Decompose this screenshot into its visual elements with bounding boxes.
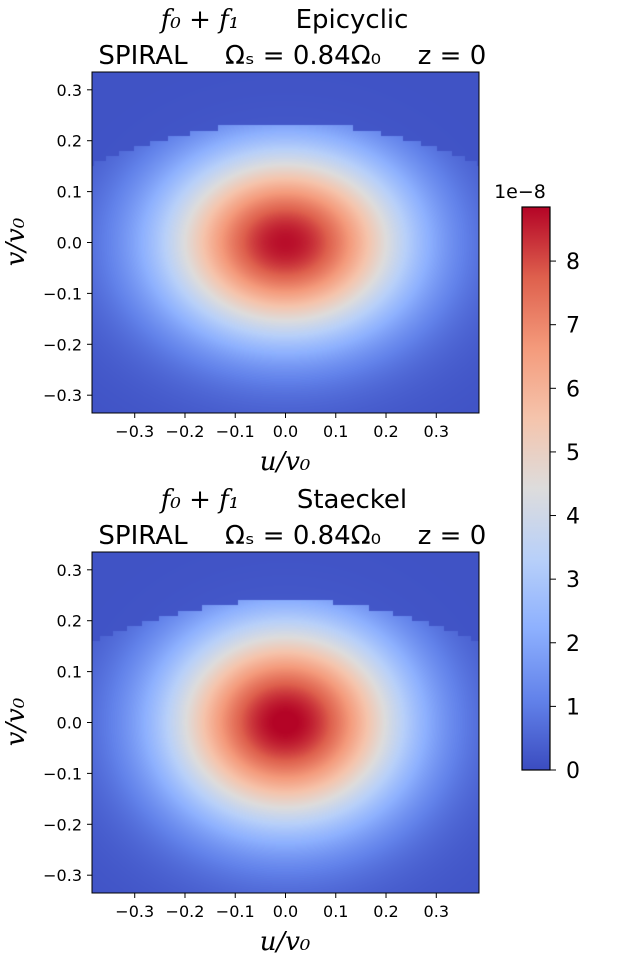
colorbar-offset-label: 1e−8 (494, 181, 546, 203)
x-tick-label: 0.3 (424, 902, 449, 921)
y-tick-label: 0.2 (57, 132, 82, 151)
title-pattern-speed: Ωₛ = 0.84Ω₀ (225, 521, 381, 551)
panel-epicyclic: f₀ + f₁ Epicyclic SPIRAL Ωₛ = 0.84Ω₀ z =… (1, 5, 486, 477)
title-model: SPIRAL (98, 521, 188, 551)
x-tick-label: 0.3 (424, 422, 449, 441)
x-tick-label: 0.0 (273, 422, 298, 441)
x-axis-label: u/v₀ (260, 927, 311, 957)
y-tick-label: −0.3 (43, 866, 82, 885)
y-tick-label: 0.3 (57, 81, 82, 100)
colorbar-tick-label: 6 (566, 377, 580, 402)
y-tick-label: −0.1 (43, 284, 82, 303)
x-tick-label: −0.2 (166, 902, 205, 921)
title-pattern-speed: Ωₛ = 0.84Ω₀ (225, 41, 381, 71)
colorbar-tick-label: 7 (566, 314, 580, 339)
y-axis-label: v/v₀ (1, 217, 31, 266)
y-tick-label: 0.3 (57, 561, 82, 580)
x-tick-label: 0.2 (373, 902, 398, 921)
y-tick-label: −0.2 (43, 815, 82, 834)
heatmap-canvas (92, 552, 479, 893)
x-tick-label: −0.1 (216, 902, 255, 921)
panel-staeckel: f₀ + f₁ Staeckel SPIRAL Ωₛ = 0.84Ω₀ z = … (1, 485, 486, 957)
title-method: Staeckel (297, 485, 407, 515)
x-tick-label: 0.1 (323, 422, 348, 441)
title-formula: f₀ + f₁ (159, 485, 239, 515)
x-tick-label: 0.1 (323, 902, 348, 921)
colorbar-tick-label: 3 (566, 568, 580, 593)
y-axis: 0.3 0.2 0.1 0.0 −0.1 −0.2 −0.3 (43, 561, 92, 885)
colorbar-gradient (521, 206, 551, 771)
y-tick-label: 0.2 (57, 612, 82, 631)
title-model: SPIRAL (98, 41, 188, 71)
heatmap-canvas (92, 72, 479, 413)
colorbar-tick-label: 2 (566, 632, 580, 657)
x-tick-label: −0.2 (166, 422, 205, 441)
y-tick-label: 0.1 (57, 663, 82, 682)
colorbar-ticks: 0 1 2 3 4 5 6 7 8 (550, 250, 580, 784)
x-tick-label: −0.3 (115, 422, 154, 441)
y-tick-label: 0.1 (57, 183, 82, 202)
x-axis: −0.3 −0.2 −0.1 0.0 0.1 0.2 0.3 (115, 413, 449, 441)
colorbar-tick-label: 8 (566, 250, 580, 275)
x-tick-label: −0.1 (216, 422, 255, 441)
x-tick-label: −0.3 (115, 902, 154, 921)
title-formula: f₀ + f₁ (159, 5, 239, 35)
heatmap-area (92, 72, 479, 413)
y-tick-label: −0.2 (43, 335, 82, 354)
title-height: z = 0 (418, 521, 487, 551)
colorbar-tick-label: 4 (566, 505, 580, 530)
y-tick-label: 0.0 (57, 234, 82, 253)
title-method: Epicyclic (296, 5, 409, 35)
x-axis: −0.3 −0.2 −0.1 0.0 0.1 0.2 0.3 (115, 893, 449, 921)
x-tick-label: 0.0 (273, 902, 298, 921)
y-axis: 0.3 0.2 0.1 0.0 −0.1 −0.2 −0.3 (43, 81, 92, 405)
y-tick-label: −0.1 (43, 764, 82, 783)
colorbar-tick-label: 0 (566, 759, 580, 784)
colorbar-tick-label: 5 (566, 441, 580, 466)
x-tick-label: 0.2 (373, 422, 398, 441)
title-height: z = 0 (418, 41, 487, 71)
y-tick-label: −0.3 (43, 386, 82, 405)
colorbar: 1e−8 0 1 2 3 4 5 6 7 8 (494, 181, 580, 784)
x-axis-label: u/v₀ (260, 447, 311, 477)
colorbar-tick-label: 1 (566, 695, 580, 720)
heatmap-area (92, 552, 479, 893)
y-tick-label: 0.0 (57, 714, 82, 733)
y-axis-label: v/v₀ (1, 697, 31, 746)
